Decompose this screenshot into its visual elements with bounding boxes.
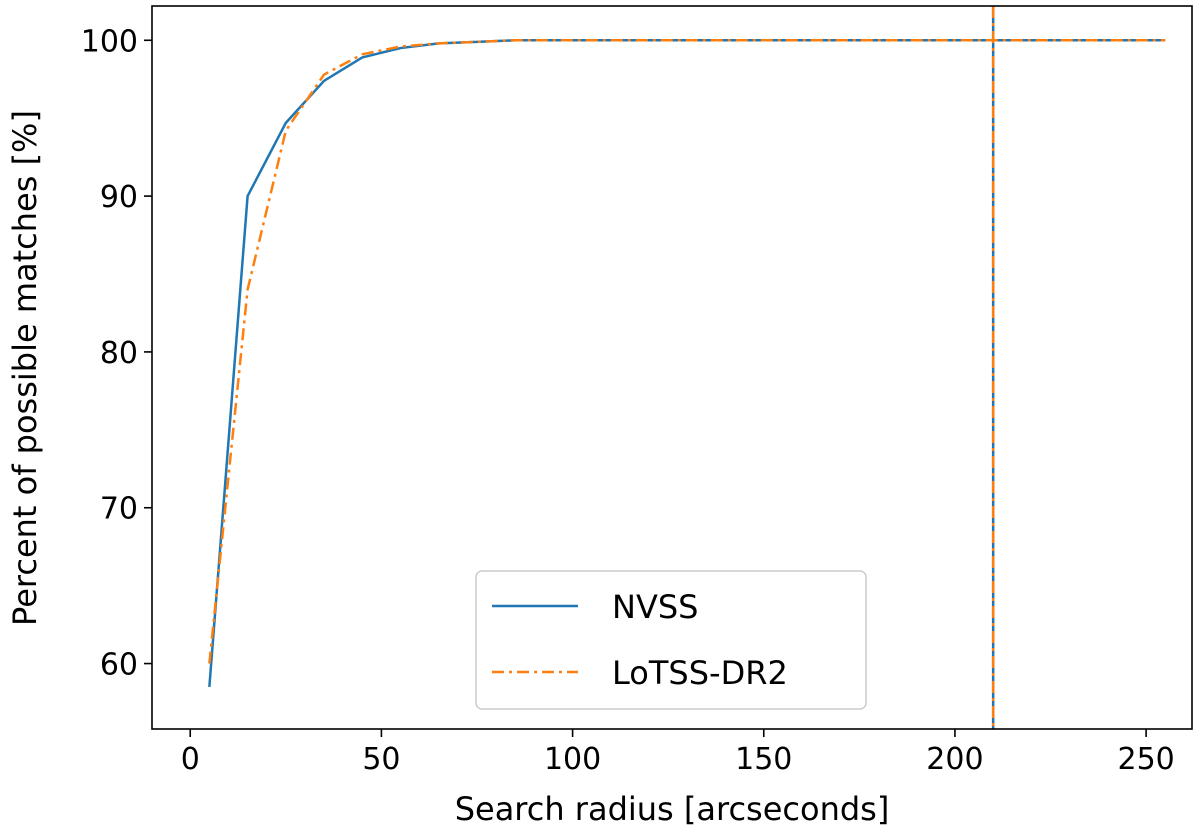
x-tick-label: 250: [1117, 742, 1174, 777]
axes-frame: [151, 5, 1193, 730]
x-tick-label: 200: [926, 742, 983, 777]
y-tick-label: 100: [81, 24, 138, 59]
y-tick-label: 90: [100, 180, 138, 215]
series-lines: [208, 39, 1166, 688]
legend-label-lotss-dr2: LoTSS-DR2: [612, 654, 788, 692]
y-tick-label: 80: [100, 336, 138, 371]
y-tick-label: 70: [100, 492, 138, 527]
y-axis-label: Percent of possible matches [%]: [6, 110, 44, 626]
y-tick-label: 60: [100, 648, 138, 683]
x-tick-label: 0: [181, 742, 200, 777]
legend: NVSS LoTSS-DR2: [475, 570, 867, 710]
y-axis-ticks: 60 70 80 90 100: [81, 24, 152, 683]
legend-label-nvss: NVSS: [612, 588, 698, 626]
x-axis-ticks: 0 50 100 150 200 250: [181, 729, 1175, 777]
x-tick-label: 100: [544, 742, 601, 777]
series-line-lotss-dr2: [208, 39, 1166, 664]
x-axis-label: Search radius [arcseconds]: [455, 790, 890, 828]
x-tick-label: 50: [362, 742, 400, 777]
x-tick-label: 150: [735, 742, 792, 777]
